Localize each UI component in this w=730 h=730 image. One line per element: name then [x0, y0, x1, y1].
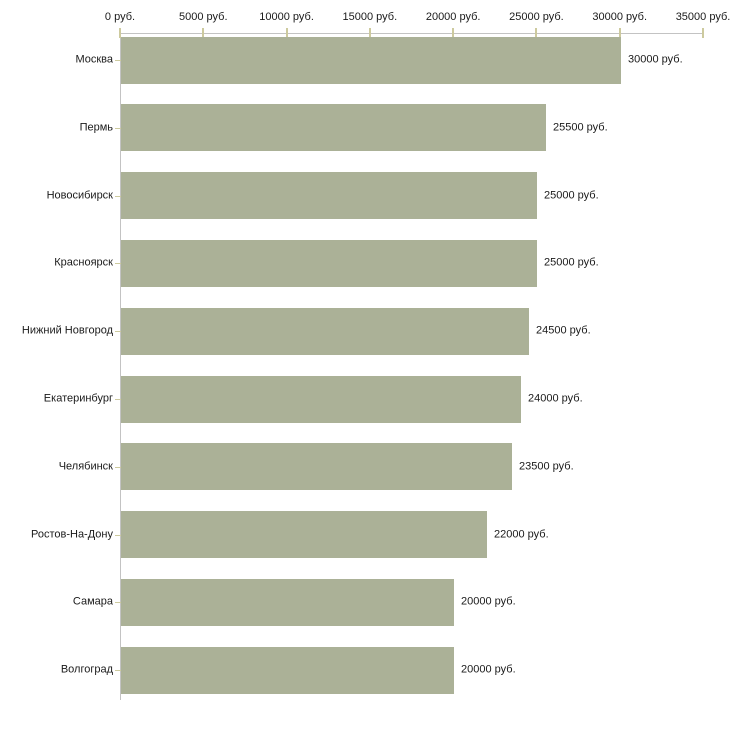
y-axis-tick [115, 670, 125, 671]
category-label: Пермь [79, 121, 113, 134]
category-label: Челябинск [58, 460, 113, 473]
value-label: 24000 руб. [528, 392, 583, 405]
y-axis-tick [115, 263, 125, 264]
y-axis-tick [115, 331, 125, 332]
bar [121, 308, 529, 355]
category-label: Ростов-На-Дону [30, 528, 113, 541]
y-axis-tick [115, 535, 125, 536]
y-axis-tick [115, 602, 125, 603]
bar [121, 579, 454, 626]
bar [121, 172, 537, 219]
x-axis-tick [618, 28, 621, 38]
x-axis-tick-label: 20000 руб. [425, 11, 481, 23]
category-label: Волгоград [60, 663, 113, 676]
x-axis-tick-label: 35000 руб. [675, 11, 730, 23]
value-label: 23500 руб. [519, 460, 574, 473]
value-label: 25000 руб. [544, 256, 599, 269]
x-axis-tick-label: 10000 руб. [259, 11, 314, 23]
bar [121, 511, 487, 558]
category-label: Нижний Новгород [21, 324, 113, 337]
category-label: Новосибирск [46, 189, 113, 202]
y-axis-tick [115, 60, 125, 61]
value-label: 30000 руб. [628, 53, 683, 66]
value-label: 20000 руб. [461, 595, 516, 608]
x-axis-tick [368, 28, 371, 38]
value-label: 25000 руб. [544, 189, 599, 202]
y-axis-tick [115, 399, 125, 400]
y-axis-line [120, 33, 121, 700]
y-axis-tick [115, 128, 125, 129]
x-axis-tick [452, 28, 455, 38]
x-axis-tick [535, 28, 538, 38]
x-axis-tick [119, 28, 121, 38]
y-axis-tick [115, 196, 125, 197]
x-axis-tick-label: 0 руб. [104, 11, 136, 23]
bar [121, 37, 621, 84]
x-axis-tick-label: 30000 руб. [592, 11, 648, 23]
x-axis-tick-label: 25000 руб. [509, 11, 564, 23]
x-axis-tick [702, 28, 704, 38]
category-label: Красноярск [54, 256, 113, 269]
x-axis-line [120, 33, 703, 34]
bar [121, 104, 546, 151]
category-label: Москва [75, 53, 113, 66]
category-label: Екатеринбург [43, 392, 113, 405]
value-label: 24500 руб. [536, 324, 591, 337]
bar [121, 647, 454, 694]
x-axis-tick-label: 5000 руб. [179, 11, 228, 23]
value-label: 25500 руб. [553, 121, 608, 134]
bar [121, 240, 537, 287]
bar [121, 443, 512, 490]
x-axis-tick-label: 15000 руб. [342, 11, 398, 23]
category-label: Самара [72, 595, 113, 608]
bar [121, 376, 521, 423]
y-axis-tick [115, 467, 125, 468]
value-label: 20000 руб. [461, 663, 516, 676]
x-axis-tick [285, 28, 288, 38]
x-axis-tick [202, 28, 205, 38]
value-label: 22000 руб. [494, 528, 549, 541]
